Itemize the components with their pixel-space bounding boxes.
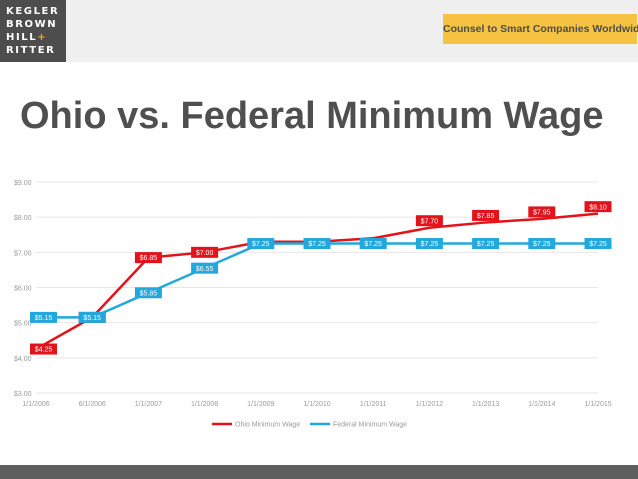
data-label: $7.25: [308, 241, 326, 248]
y-tick-label: $3.00: [14, 391, 32, 398]
data-label-box: [472, 238, 500, 250]
data-label-box: [191, 262, 219, 274]
footer-bar: [0, 465, 638, 479]
x-tick-label: 1/1/2009: [247, 401, 274, 408]
data-label: $7.25: [589, 241, 607, 248]
tagline-banner: Counsel to Smart Companies Worldwide: [443, 14, 638, 44]
x-tick-label: 1/1/2007: [135, 401, 162, 408]
data-label: $7.25: [477, 241, 495, 248]
x-tick-label: 1/1/2012: [416, 401, 443, 408]
y-tick-label: $8.00: [14, 215, 32, 222]
slide-title: Ohio vs. Federal Minimum Wage: [20, 95, 604, 137]
x-tick-label: 1/1/2011: [360, 401, 387, 408]
x-tick-label: 1/1/2008: [191, 401, 218, 408]
legend-label: Federal Minimum Wage: [333, 422, 407, 429]
x-tick-label: 1/1/2015: [584, 401, 611, 408]
data-label: $5.15: [35, 315, 53, 322]
data-label-box: [134, 287, 162, 299]
data-label: $7.25: [421, 241, 439, 248]
y-tick-label: $5.00: [14, 321, 32, 328]
x-tick-label: 1/1/2014: [528, 401, 555, 408]
data-label-box: [303, 238, 331, 250]
y-tick-label: $9.00: [14, 180, 32, 187]
data-label: $5.15: [83, 315, 101, 322]
logo-text-line-3: HILL+: [6, 32, 47, 43]
data-label-box: [30, 343, 57, 355]
y-tick-label: $7.00: [14, 250, 32, 257]
series-line-ohio: [35, 212, 599, 351]
data-label: $7.95: [533, 210, 551, 217]
y-tick-label: $6.00: [14, 286, 32, 293]
y-tick-label: $4.00: [14, 356, 32, 363]
data-label-box: [247, 238, 275, 250]
logo-text-line-4: RITTER: [6, 45, 56, 56]
data-label-box: [528, 206, 556, 218]
data-label-box: [472, 209, 500, 221]
data-label: $4.25: [35, 347, 53, 354]
data-label: $7.25: [364, 241, 382, 248]
data-label: $7.70: [421, 218, 439, 225]
x-tick-label: 1/1/2013: [472, 401, 499, 408]
data-label-box: [134, 252, 162, 264]
data-label: $7.00: [196, 250, 214, 257]
data-label: $5.85: [140, 290, 158, 297]
data-label-box: [528, 238, 556, 250]
data-label-box: [415, 238, 443, 250]
data-label-box: [359, 238, 387, 250]
legend-label: Ohio Minimum Wage: [235, 422, 300, 429]
data-label-box: [584, 201, 612, 213]
data-label: $7.85: [477, 213, 495, 220]
header-bar: KEGLER BROWN HILL+ RITTER Counsel to Sma…: [0, 0, 638, 62]
data-label: $8.10: [589, 204, 607, 211]
data-label-box: [584, 238, 612, 250]
logo-text-line-1: KEGLER: [6, 6, 60, 17]
data-label: $6.85: [140, 255, 158, 262]
logo-plus-icon: +: [37, 32, 48, 43]
data-label-box: [415, 215, 443, 227]
x-tick-label: 6/1/2006: [79, 401, 106, 408]
logo-hill-text: HILL: [6, 32, 38, 43]
data-label-box: [78, 311, 106, 323]
series-line-federal: [36, 242, 598, 319]
data-label: $7.25: [533, 241, 551, 248]
data-label-box: [30, 311, 57, 323]
company-logo[interactable]: KEGLER BROWN HILL+ RITTER: [0, 0, 66, 62]
data-label: $7.25: [252, 241, 270, 248]
x-tick-label: 1/1/2010: [303, 401, 330, 408]
data-label: $6.55: [196, 266, 214, 273]
x-tick-label: 1/1/2006: [22, 401, 49, 408]
logo-text-line-2: BROWN: [6, 19, 58, 30]
data-label-box: [191, 246, 219, 258]
